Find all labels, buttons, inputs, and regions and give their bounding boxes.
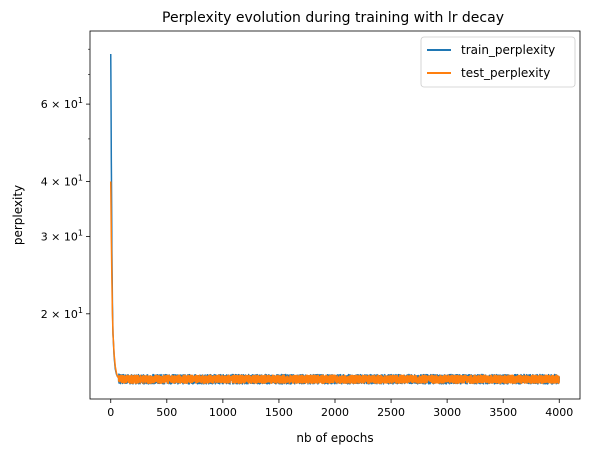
x-tick-label: 3500 xyxy=(489,406,517,419)
x-tick-label: 3000 xyxy=(433,406,461,419)
legend-label-test: test_perplexity xyxy=(461,66,550,80)
y-axis: 2 × 101 3 × 101 4 × 101 6 × 101 xyxy=(41,49,90,321)
legend-label-train: train_perplexity xyxy=(461,43,555,57)
series-layer xyxy=(111,54,560,384)
x-tick-label: 2000 xyxy=(321,406,349,419)
x-tick-label: 1000 xyxy=(209,406,237,419)
x-tick-label: 500 xyxy=(156,406,177,419)
legend: train_perplexity test_perplexity xyxy=(421,37,575,87)
x-axis: 0 500 1000 1500 2000 2500 3000 3500 4000 xyxy=(107,399,573,419)
x-tick-label: 0 xyxy=(107,406,114,419)
x-tick-label: 1500 xyxy=(265,406,293,419)
series-line-train_perplexity xyxy=(111,54,560,384)
y-tick-label: 6 × 101 xyxy=(41,96,83,111)
x-tick-label: 4000 xyxy=(545,406,573,419)
y-axis-label: perplexity xyxy=(11,185,25,245)
chart-title: Perplexity evolution during training wit… xyxy=(162,10,504,26)
y-tick-label: 3 × 101 xyxy=(41,228,83,243)
x-tick-label: 2500 xyxy=(377,406,405,419)
x-axis-label: nb of epochs xyxy=(296,431,373,445)
y-tick-label: 4 × 101 xyxy=(41,174,83,189)
series-line-test_perplexity xyxy=(111,182,560,384)
y-tick-label: 2 × 101 xyxy=(41,306,83,321)
